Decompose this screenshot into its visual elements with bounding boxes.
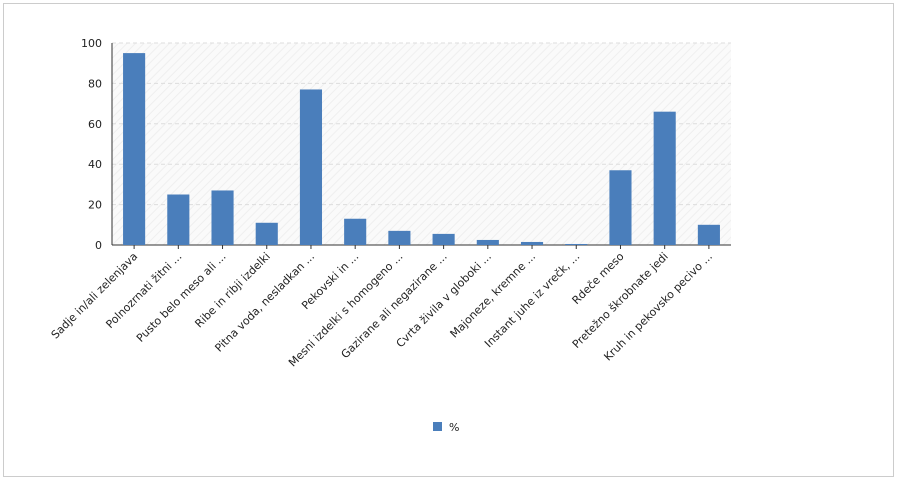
bar [697, 224, 720, 245]
legend-swatch [433, 422, 442, 431]
y-tick-label: 40 [88, 158, 102, 171]
bar [653, 111, 676, 246]
x-tick-label: Ribe in ribji izdelki [192, 250, 272, 330]
y-tick-label: 80 [88, 77, 102, 90]
x-tick-label: Pusto belo meso ali ... [134, 250, 229, 345]
bar [167, 194, 190, 245]
legend-label: % [449, 421, 459, 434]
bar [123, 53, 146, 245]
x-tick-label: Majoneze, kremne ... [448, 250, 539, 341]
plot-hatch [112, 43, 731, 245]
bar [255, 222, 278, 245]
x-tick-label: Polnozrnati žitni ... [103, 250, 184, 331]
y-tick-label: 100 [81, 37, 102, 50]
y-tick-label: 20 [88, 199, 102, 212]
x-tick-label: Sadje in/ali zelenjava [49, 250, 141, 342]
y-tick-label: 0 [95, 239, 102, 252]
bar [476, 239, 499, 245]
bar [388, 230, 411, 245]
bar [432, 233, 455, 245]
frame [3, 3, 894, 477]
bar [299, 89, 323, 246]
y-tick-label: 60 [88, 118, 102, 131]
bar [520, 241, 544, 245]
bar [344, 218, 367, 245]
bar [609, 170, 632, 245]
bar [565, 243, 588, 245]
bar [211, 190, 234, 245]
